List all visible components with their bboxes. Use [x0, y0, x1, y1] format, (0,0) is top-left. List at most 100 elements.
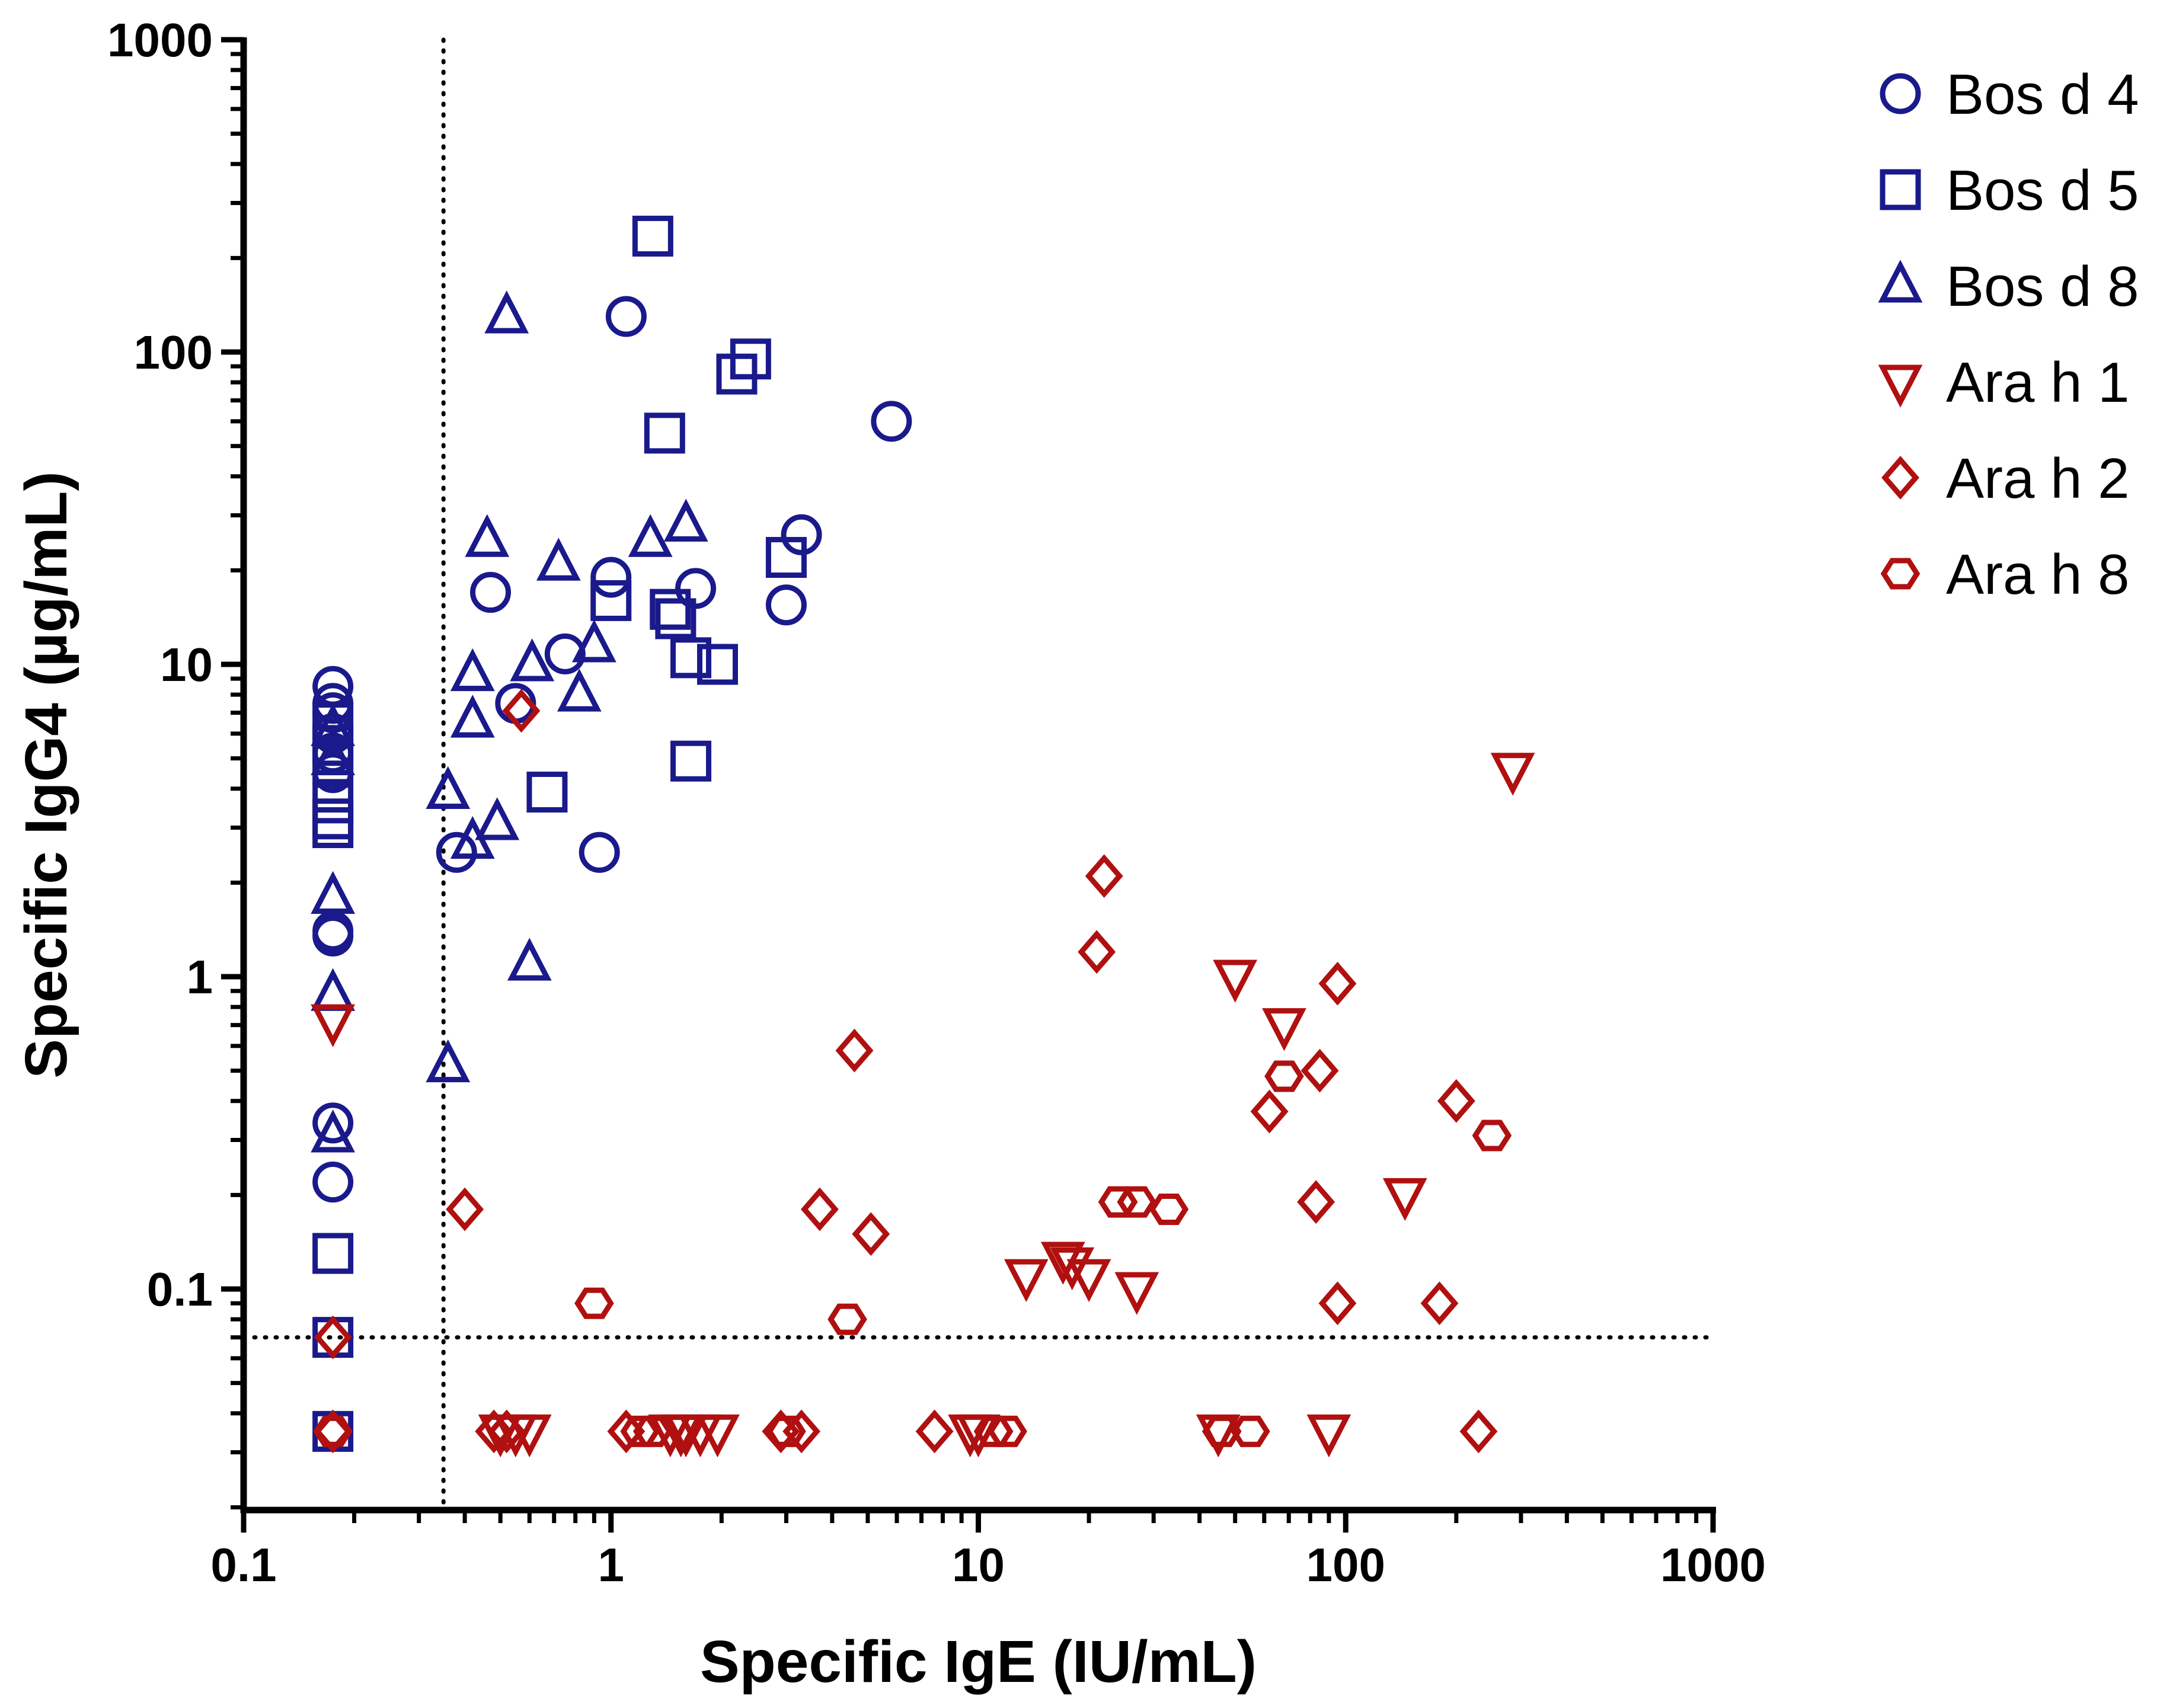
data-point — [915, 1409, 954, 1454]
x-tick-label: 1 — [598, 1539, 625, 1591]
data-point — [590, 556, 632, 598]
y-tick-label: 1 — [187, 951, 213, 1003]
data-point — [1114, 1272, 1159, 1315]
legend-item: Bos d 8 — [1878, 255, 2139, 318]
data-point — [436, 831, 477, 873]
data-point — [426, 1039, 471, 1083]
data-point — [607, 1409, 646, 1454]
data-point — [450, 695, 495, 738]
data-point — [670, 637, 712, 679]
data-point — [579, 831, 620, 873]
data-point — [475, 1409, 513, 1454]
data-point — [632, 215, 673, 257]
data-point — [1213, 959, 1258, 1003]
y-tick-label: 10 — [160, 638, 213, 691]
data-point — [313, 1415, 353, 1447]
data-point — [1250, 1089, 1289, 1134]
data-point — [988, 1415, 1027, 1447]
data-point — [470, 572, 512, 613]
data-point — [312, 743, 354, 785]
data-point — [311, 1004, 356, 1047]
data-point — [312, 807, 354, 849]
legend-marker-diamond — [1881, 456, 1919, 500]
legend-label: Bos d 8 — [1946, 255, 2139, 318]
data-point — [1004, 1259, 1049, 1302]
data-point — [1382, 1178, 1427, 1221]
data-point — [835, 1028, 874, 1073]
legend-label: Ara h 1 — [1946, 351, 2130, 414]
data-point — [312, 1102, 354, 1144]
data-point — [1078, 930, 1116, 974]
data-point — [544, 633, 586, 674]
data-point — [973, 1415, 1014, 1447]
y-axis-title: Specific IgG4 (µg/mL) — [13, 471, 79, 1078]
data-point — [536, 538, 581, 581]
data-point — [1050, 1247, 1095, 1291]
data-point — [574, 1287, 614, 1319]
data-point — [1420, 1281, 1459, 1325]
data-point — [1318, 961, 1357, 1006]
data-point — [311, 968, 356, 1011]
x-tick-label: 1000 — [1660, 1539, 1766, 1591]
data-point — [557, 669, 602, 712]
data-point — [605, 296, 647, 337]
legend-marker-hexagon — [1880, 558, 1921, 590]
data-point — [590, 580, 632, 621]
legend-item: Ara h 1 — [1878, 351, 2130, 414]
legend: Bos d 4 Bos d 5 Bos d 8 Ara h 1 Ara h 2 Ara h… — [1878, 63, 2139, 606]
data-point — [782, 1409, 821, 1454]
legend-label: Ara h 2 — [1946, 447, 2130, 510]
data-point — [766, 1415, 806, 1447]
data-point — [526, 772, 568, 813]
series-bos-d-8 — [311, 290, 708, 1153]
data-point — [312, 1233, 354, 1274]
legend-label: Bos d 4 — [1946, 63, 2139, 126]
data-point — [507, 938, 552, 981]
data-point — [311, 871, 356, 914]
x-axis-title: Specific IgE (IU/mL) — [700, 1629, 1257, 1695]
cutoff-lines — [241, 37, 1715, 1512]
data-point — [450, 815, 495, 859]
y-tick-label: 1000 — [107, 14, 213, 66]
data-point — [800, 1187, 839, 1232]
data-point — [484, 290, 529, 334]
legend-item: Ara h 2 — [1881, 447, 2130, 510]
legend-item: Bos d 5 — [1880, 159, 2139, 222]
data-point — [1264, 1060, 1304, 1092]
data-point — [1301, 1048, 1339, 1093]
y-tick-label: 0.1 — [147, 1263, 213, 1316]
data-point — [655, 598, 696, 639]
series-ara-h-1 — [311, 753, 1535, 1458]
data-point — [465, 514, 510, 557]
data-point — [475, 797, 520, 840]
x-tick-label: 10 — [952, 1539, 1005, 1591]
data-points — [311, 215, 1535, 1458]
data-point — [312, 915, 354, 957]
legend-item: Bos d 4 — [1880, 63, 2139, 126]
data-point — [695, 1414, 740, 1458]
data-point — [1437, 1079, 1475, 1123]
data-point — [1459, 1409, 1498, 1454]
data-point — [312, 1162, 354, 1203]
legend-label: Bos d 5 — [1946, 159, 2139, 222]
data-point — [450, 648, 495, 692]
data-point — [1066, 1259, 1111, 1302]
data-point — [871, 401, 912, 442]
legend-label: Ara h 8 — [1946, 543, 2130, 606]
data-point — [314, 1315, 352, 1360]
data-point — [956, 1414, 1001, 1458]
data-point — [1472, 1120, 1512, 1152]
data-point — [670, 740, 712, 782]
data-point — [487, 1409, 526, 1454]
data-point — [765, 584, 807, 626]
data-point — [730, 338, 771, 380]
x-tick-label: 0.1 — [210, 1539, 276, 1591]
data-point — [1085, 854, 1123, 898]
data-point — [644, 412, 685, 454]
data-point — [1117, 1186, 1157, 1218]
data-point — [1149, 1193, 1189, 1225]
x-tick-label: 100 — [1306, 1539, 1385, 1591]
data-point — [696, 644, 738, 685]
legend-marker-circle — [1880, 73, 1921, 114]
